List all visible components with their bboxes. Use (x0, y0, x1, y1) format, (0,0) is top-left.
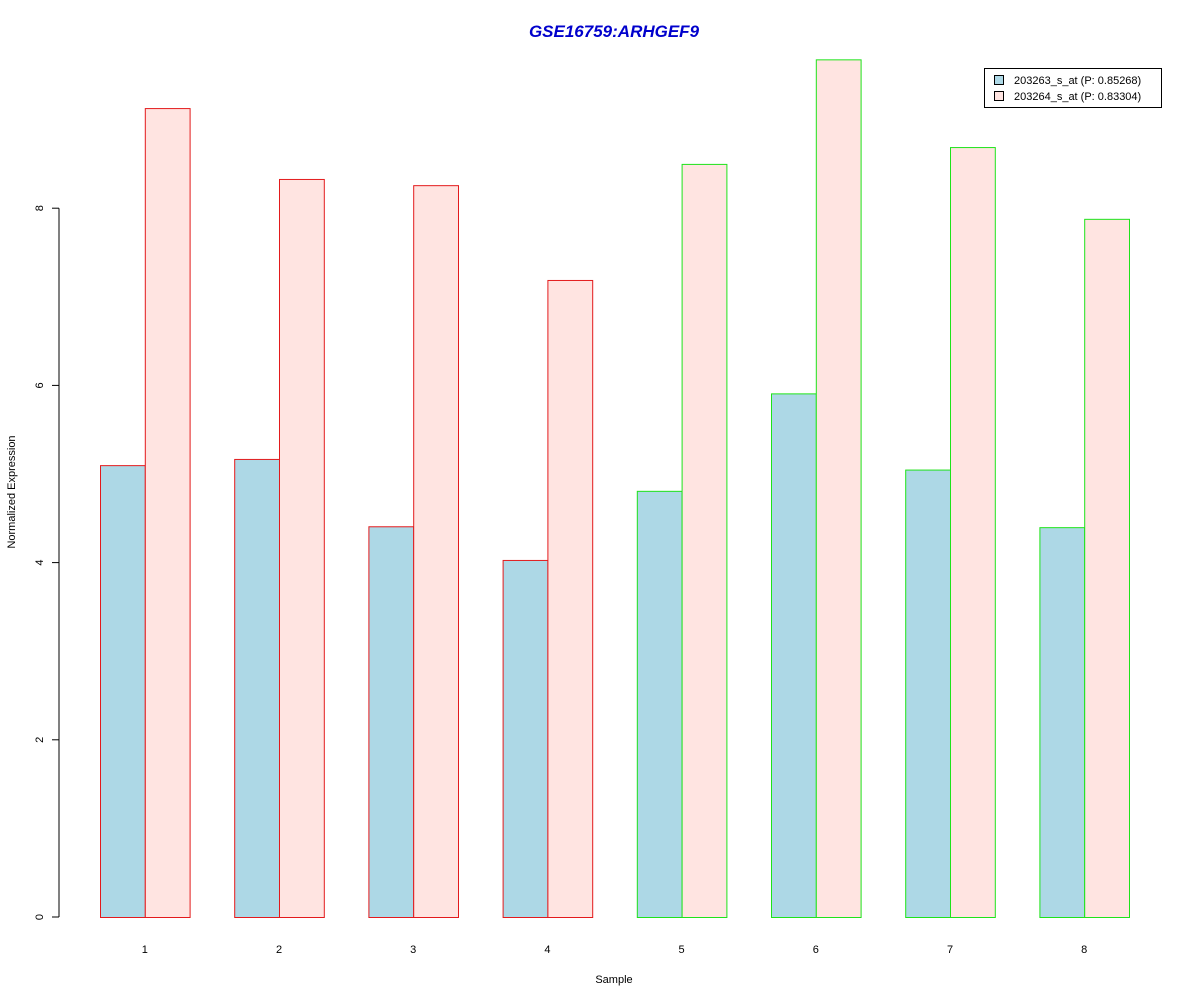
bar-series1-sample-2 (234, 458, 280, 918)
bars-group (100, 59, 1130, 919)
bar-series2-sample-5 (681, 163, 728, 918)
y-axis-label: Normalized Expression (6, 435, 18, 548)
legend-swatch-2 (994, 91, 1004, 101)
x-tick-label: 3 (410, 944, 416, 956)
bar-series1-sample-7 (905, 469, 952, 918)
x-tick-label: 1 (142, 944, 148, 956)
legend-label-1: 203263_s_at (P: 0.85268) (1014, 75, 1141, 87)
x-tick-labels: 1 2 3 4 5 6 7 8 (142, 944, 1088, 956)
bar-series1-sample-8 (1039, 527, 1086, 918)
y-tick-label: 0 (34, 914, 46, 920)
x-tick-label: 6 (813, 944, 819, 956)
bar-series2-sample-8 (1084, 218, 1130, 919)
x-tick-label: 2 (276, 944, 282, 956)
y-tick-label: 2 (34, 737, 46, 743)
legend-swatch-1 (994, 75, 1004, 85)
legend: 203263_s_at (P: 0.85268) 203264_s_at (P: … (984, 68, 1162, 108)
x-tick-label: 8 (1081, 944, 1087, 956)
x-tick-label: 5 (679, 944, 685, 956)
legend-label-2: 203264_s_at (P: 0.83304) (1014, 91, 1141, 103)
bar-series2-sample-2 (279, 178, 325, 919)
bar-series1-sample-6 (771, 393, 817, 918)
y-tick-label: 8 (34, 205, 46, 211)
bar-series2-sample-7 (950, 147, 996, 919)
x-axis-label: Sample (595, 974, 632, 986)
y-tick-label: 4 (34, 560, 46, 566)
bar-series2-sample-4 (547, 279, 594, 918)
bar-series2-sample-1 (144, 108, 191, 919)
y-tick-label: 6 (34, 382, 46, 388)
bar-series1-sample-4 (502, 559, 549, 919)
legend-box (984, 68, 1162, 108)
bar-series1-sample-5 (636, 490, 683, 918)
bar-series2-sample-3 (413, 185, 460, 918)
x-tick-label: 4 (544, 944, 550, 956)
bar-series1-sample-3 (368, 526, 415, 918)
y-axis: 0 2 4 6 8 (34, 205, 60, 920)
bar-series2-sample-6 (815, 59, 862, 919)
bar-series1-sample-1 (100, 465, 146, 918)
x-tick-label: 7 (947, 944, 953, 956)
chart-title: GSE16759:ARHGEF9 (529, 22, 700, 41)
